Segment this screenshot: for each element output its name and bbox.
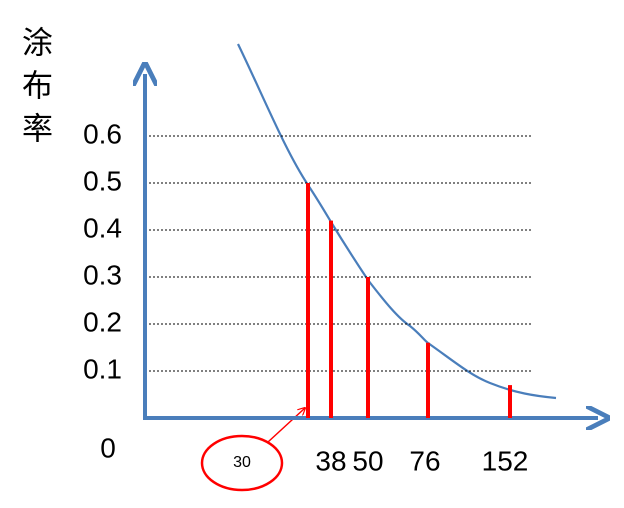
y-tick-label: 0.1 bbox=[83, 353, 122, 384]
x-tick-label: 50 bbox=[352, 445, 383, 476]
y-tick-label: 0.4 bbox=[83, 212, 122, 243]
pointer-arrow bbox=[267, 408, 305, 443]
x-tick-label: 38 bbox=[315, 445, 346, 476]
x-tick-label: 30 bbox=[233, 454, 251, 471]
y-axis-label: 涂布率 bbox=[16, 26, 52, 155]
highlight-circle bbox=[200, 434, 284, 492]
y-tick-label: 0 bbox=[100, 432, 116, 463]
y-tick-label: 0.2 bbox=[83, 306, 122, 337]
y-tick-label: 0.3 bbox=[83, 259, 122, 290]
x-tick-label: 152 bbox=[482, 445, 529, 476]
y-tick-label: 0.6 bbox=[83, 118, 122, 149]
trend-curve bbox=[237, 43, 557, 400]
y-tick-label: 0.5 bbox=[83, 165, 122, 196]
x-tick-label: 76 bbox=[409, 445, 440, 476]
